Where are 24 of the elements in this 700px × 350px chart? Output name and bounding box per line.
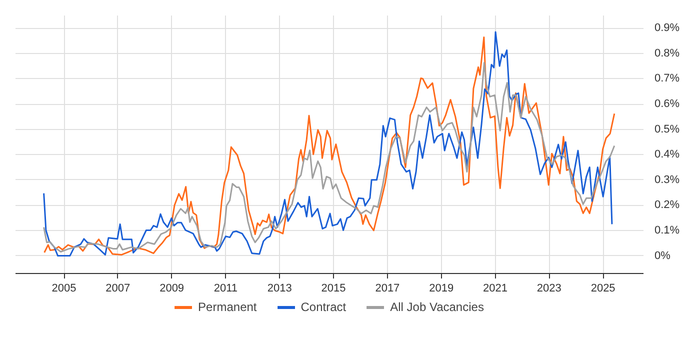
y-tick-label: 0.3% <box>654 174 680 186</box>
y-tick-label: 0.7% <box>654 72 680 85</box>
x-tick-label: 2015 <box>321 282 346 294</box>
legend-label: All Job Vacancies <box>390 300 484 314</box>
x-tick-label: 2025 <box>590 282 616 294</box>
x-tick-label: 2011 <box>214 282 238 294</box>
x-tick-label: 2023 <box>536 282 562 294</box>
y-tick-label: 0.2% <box>654 199 680 212</box>
x-tick-label: 2005 <box>52 282 76 294</box>
y-tick-label: 0.9% <box>654 22 680 34</box>
y-tick-label: 0.5% <box>654 123 680 136</box>
x-tick-label: 2021 <box>483 282 508 294</box>
x-tick-label: 2017 <box>375 282 400 294</box>
y-tick-label: 0.4% <box>654 148 680 161</box>
x-tick-label: 2019 <box>429 282 454 294</box>
y-tick-label: 0.8% <box>654 47 680 60</box>
x-tick-label: 2013 <box>267 282 292 294</box>
y-tick-label: 0.1% <box>654 224 680 236</box>
x-tick-label: 2009 <box>160 282 184 294</box>
legend-label: Permanent <box>198 300 257 314</box>
y-tick-label: 0% <box>654 250 671 262</box>
y-tick-label: 0.6% <box>654 98 680 110</box>
legend-label: Contract <box>300 300 346 314</box>
x-tick-label: 2007 <box>106 282 130 294</box>
